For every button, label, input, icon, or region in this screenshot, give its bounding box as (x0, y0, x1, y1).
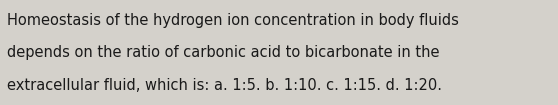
Text: extracellular fluid, which is: a. 1:5. b. 1:10. c. 1:15. d. 1:20.: extracellular fluid, which is: a. 1:5. b… (7, 78, 442, 93)
Text: depends on the ratio of carbonic acid to bicarbonate in the: depends on the ratio of carbonic acid to… (7, 45, 440, 60)
Text: Homeostasis of the hydrogen ion concentration in body fluids: Homeostasis of the hydrogen ion concentr… (7, 13, 459, 28)
